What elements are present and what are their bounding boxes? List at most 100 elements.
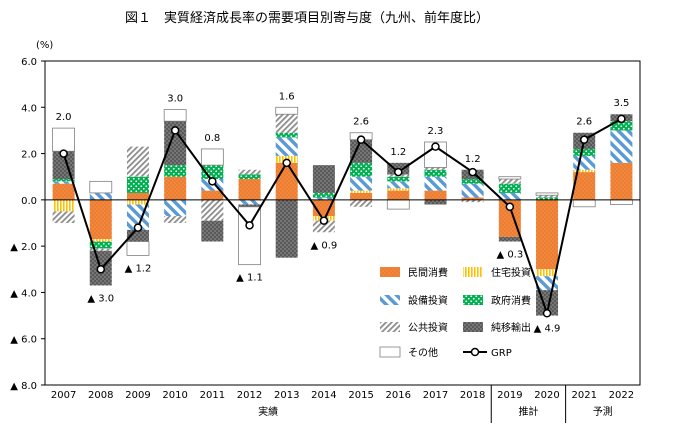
- bar-segment-government: [424, 169, 447, 177]
- grp-point: [170, 126, 180, 135]
- y-tick-label: ▲ 2.0: [10, 242, 37, 253]
- bar-segment-public: [164, 216, 187, 223]
- bar-segment-equipment: [164, 199, 187, 217]
- bar-segment-other: [535, 192, 559, 196]
- grp-value-label: 2.0: [56, 112, 72, 123]
- legend-marker-grp: [470, 347, 480, 357]
- chart-title: 図１ 実質経済成長率の需要項目別寄与度（九州、前年度比）: [125, 10, 489, 26]
- bar-segment-government: [312, 192, 335, 198]
- bar-segment-government: [461, 179, 484, 184]
- bar-segment-equipment: [350, 176, 373, 191]
- x-axis: 2007 2008 2009 2010 2011 2012 2013 2014 2015 2016…: [51, 385, 634, 423]
- bar-segment-government: [350, 162, 373, 177]
- bar-segment-public: [536, 195, 559, 198]
- legend-swatch-netexports: [463, 322, 483, 332]
- bar-segment-government: [52, 179, 75, 182]
- grp-point: [356, 135, 366, 144]
- x-tick-label: 2015: [348, 390, 373, 401]
- bar-segment-private: [126, 192, 149, 200]
- bar-segment-private: [89, 199, 112, 240]
- bar-segment-housing: [126, 199, 149, 205]
- legend-swatch-private: [380, 267, 400, 277]
- y-tick-label: 6.0: [21, 57, 37, 68]
- y-tick-label: ▲ 8.0: [10, 381, 37, 392]
- x-tick-label: 2012: [237, 390, 262, 401]
- legend-label: 民間消費: [408, 266, 448, 279]
- grp-point: [133, 223, 143, 232]
- bar-segment-housing: [350, 190, 373, 193]
- grp-value-label: 2.3: [428, 126, 444, 137]
- bar-segment-government: [201, 165, 224, 180]
- bar-segment-government: [126, 176, 149, 193]
- bar-segment-netexports: [498, 236, 521, 242]
- bar-segment-government: [164, 165, 187, 177]
- bar-segment-public: [461, 199, 484, 203]
- bar-segment-other: [163, 109, 187, 122]
- x-tick-label: 2009: [125, 390, 150, 401]
- bar-segment-other: [572, 199, 596, 208]
- bar-segment-netexports: [201, 220, 224, 242]
- y-tick-label: 2.0: [21, 150, 37, 161]
- legend-label: GRP: [491, 348, 512, 359]
- bar-segment-private: [275, 162, 298, 200]
- bar-segment-netexports: [312, 165, 335, 193]
- grp-labels-group: 2.0 ▲ 3.0 ▲ 1.2 3.0 0.8 ▲ 1.1 1.6 ▲ 0.9 2.6 1.2 2.…: [56, 91, 630, 334]
- x-group-label: 予測: [593, 405, 613, 418]
- bar-segment-private: [424, 190, 447, 200]
- bar-segment-government: [275, 132, 298, 138]
- bar-segment-other: [200, 148, 224, 166]
- bar-segment-public: [52, 211, 75, 223]
- x-tick-label: 2010: [162, 390, 187, 401]
- x-group-label: 推計: [518, 405, 538, 418]
- bar-segment-government: [387, 176, 410, 182]
- x-group-label: 実績: [258, 405, 278, 418]
- grp-value-label: 2.6: [576, 117, 592, 128]
- bar-segment-netexports: [164, 121, 187, 166]
- bar-segment-housing: [573, 169, 596, 173]
- grp-line: [62, 117, 622, 317]
- bar-segment-public: [201, 199, 224, 221]
- grp-value-label: ▲ 1.1: [236, 273, 263, 284]
- x-tick-label: 2021: [571, 390, 596, 401]
- grp-value-label: 1.2: [390, 147, 406, 158]
- bar-segment-other: [386, 199, 410, 210]
- bar-segment-equipment: [498, 192, 521, 200]
- bar-segment-government: [573, 148, 596, 156]
- grp-point: [208, 177, 217, 186]
- grp-point: [468, 167, 477, 177]
- bar-segment-public: [350, 199, 373, 207]
- y-tick-label: 4.0: [21, 103, 37, 114]
- bar-segment-netexports: [424, 199, 447, 205]
- x-tick-label: 2018: [460, 390, 485, 401]
- grp-point: [59, 149, 68, 158]
- bar-segment-equipment: [424, 176, 447, 191]
- grp-line-group: [59, 114, 626, 318]
- y-tick-label: ▲ 6.0: [10, 335, 37, 346]
- bar-segment-housing: [52, 199, 75, 212]
- grp-value-label: 0.8: [204, 133, 220, 144]
- x-tick-label: 2016: [386, 390, 411, 401]
- bar-segment-other: [52, 127, 75, 152]
- legend-swatch-other: [379, 346, 401, 358]
- x-tick-label: 2011: [200, 390, 225, 401]
- y-tick-label: 0.0: [21, 196, 37, 207]
- bar-segment-equipment: [238, 199, 261, 205]
- bar-segment-equipment: [461, 183, 484, 198]
- grp-value-label: ▲ 3.0: [87, 293, 114, 304]
- bar-segment-netexports: [126, 229, 149, 242]
- x-tick-label: 2007: [51, 390, 76, 401]
- bar-segment-equipment: [573, 155, 596, 170]
- grp-value-label: 3.5: [613, 98, 629, 109]
- y-axis: 6.0 4.0 2.0 0.0 ▲ 2.0 ▲ 4.0 ▲ 6.0 ▲ 8.0: [10, 57, 45, 392]
- bar-segment-housing: [89, 239, 112, 242]
- x-tick-label: 2008: [88, 390, 113, 401]
- plot-area: [44, 60, 641, 386]
- legend-swatch-public: [380, 322, 400, 332]
- bar-segment-equipment: [312, 197, 335, 200]
- grp-point: [394, 167, 403, 177]
- bar-segment-private: [387, 190, 410, 200]
- bars-group: [52, 106, 633, 316]
